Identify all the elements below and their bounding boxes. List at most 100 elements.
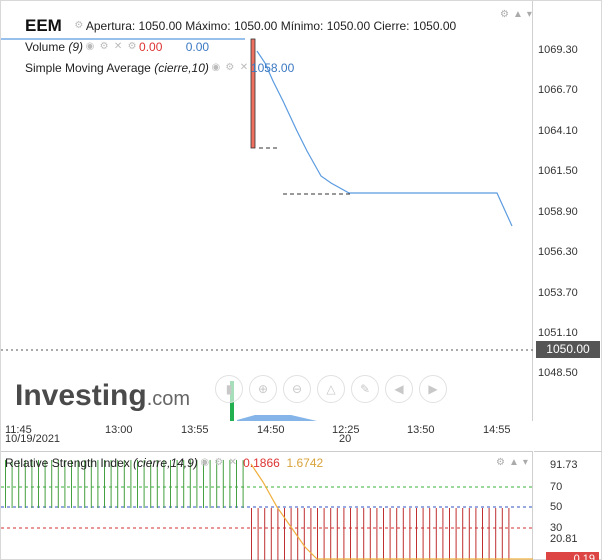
rsi-bar-red xyxy=(376,508,378,560)
volume-param: (9) xyxy=(68,39,84,54)
rsi-bar-green xyxy=(170,460,171,508)
price-tick: 1069.30 xyxy=(538,44,578,56)
apertura-label: Apertura: xyxy=(85,18,136,33)
logo-brand: Investing xyxy=(15,379,147,412)
rsi-bar-green xyxy=(84,460,86,508)
rsi-bar-green xyxy=(64,460,66,508)
chevron-down-icon[interactable]: ▾ xyxy=(526,9,536,20)
rsi-bar-red xyxy=(323,508,325,560)
rsi-tick: 30 xyxy=(550,522,563,534)
rsi-bar-green xyxy=(51,460,53,508)
price-tick: 1048.50 xyxy=(538,367,578,379)
close-icon[interactable]: ✕ xyxy=(228,457,237,468)
rsi-axis[interactable]: 91.73 70 50 30 20.81 xyxy=(534,451,602,560)
maximo-label: Máximo: xyxy=(185,18,231,33)
rsi-value-red: 0.1866 xyxy=(243,456,280,470)
rsi-bar-green xyxy=(97,460,99,508)
rsi-bar-green xyxy=(38,460,39,508)
rsi-tick: 70 xyxy=(550,481,563,493)
price-tick: 1061.50 xyxy=(538,165,578,177)
gear-icon[interactable]: ⚙ xyxy=(127,40,137,52)
rsi-bar-green xyxy=(236,460,237,508)
close-icon[interactable]: ✕ xyxy=(239,61,249,73)
rsi-bar-red xyxy=(429,508,431,560)
rsi-bar-green xyxy=(57,460,59,508)
time-tick: 12:25 xyxy=(332,424,360,436)
main-plot-area[interactable]: EEM ⚙ Apertura: 1050.00 Máximo: 1050.00 … xyxy=(1,1,533,421)
rsi-bar-green xyxy=(90,460,92,508)
rsi-bar-red xyxy=(462,508,464,560)
close-icon[interactable]: ✕ xyxy=(113,40,123,52)
price-tick: 1053.70 xyxy=(538,287,578,299)
rsi-bar-red xyxy=(297,508,299,560)
rsi-bar-red xyxy=(310,508,312,560)
rsi-bar-green xyxy=(5,460,6,508)
time-tick: 13:55 xyxy=(181,424,209,436)
rsi-bar-green xyxy=(123,460,125,508)
zoom-in-icon[interactable]: ⊕ xyxy=(249,375,277,403)
rsi-bar-red xyxy=(442,508,444,560)
rsi-bar-green xyxy=(229,460,231,508)
rsi-bar-red xyxy=(508,508,510,560)
gear-icon[interactable]: ⚙ xyxy=(225,61,235,73)
rsi-tick: 20.81 xyxy=(550,533,578,545)
eye-icon[interactable]: ◉ xyxy=(85,40,95,52)
eye-icon[interactable]: ◉ xyxy=(200,457,210,468)
rsi-bar-red xyxy=(383,508,384,560)
rsi-bar-red xyxy=(336,508,338,560)
ohlc-legend-row: EEM ⚙ Apertura: 1050.00 Máximo: 1050.00 … xyxy=(25,15,456,36)
rsi-bar-red xyxy=(435,508,437,560)
rsi-bar-green xyxy=(110,460,112,508)
minimo-label: Mínimo: xyxy=(280,18,324,33)
gear-icon[interactable]: ⚙ xyxy=(214,457,224,468)
rsi-bar-red xyxy=(343,508,345,560)
rsi-bar-green xyxy=(77,460,79,508)
warning-icon[interactable]: ▲ xyxy=(512,9,527,20)
warning-icon[interactable]: ▲ xyxy=(508,457,523,468)
rsi-bar-red xyxy=(270,508,272,560)
settings-gear-icon[interactable]: ⚙ xyxy=(74,19,84,31)
add-indicator-icon[interactable]: △ xyxy=(317,375,345,403)
price-axis[interactable]: 1069.30 1066.70 1064.10 1061.50 1058.90 … xyxy=(534,1,602,421)
rsi-pane[interactable] xyxy=(1,451,533,560)
time-tick: 14:55 xyxy=(483,424,511,436)
candle-icon[interactable]: ▮ xyxy=(215,375,243,403)
sma-label: Simple Moving Average xyxy=(25,60,151,75)
rsi-bar-red xyxy=(277,508,279,560)
gear-icon[interactable]: ⚙ xyxy=(500,9,513,20)
investing-logo: Investing.com xyxy=(15,379,190,413)
time-axis[interactable]: 11:45 10/19/2021 13:00 13:55 14:50 12:25… xyxy=(1,421,533,451)
back-icon[interactable]: ◀ xyxy=(385,375,413,403)
forward-icon[interactable]: ▶ xyxy=(419,375,447,403)
rsi-bar-red xyxy=(501,508,503,560)
rsi-bar-green xyxy=(209,460,211,508)
maximo-value: 1050.00 xyxy=(233,18,278,33)
gear-icon[interactable]: ⚙ xyxy=(99,40,109,52)
rsi-bar-red xyxy=(330,508,332,560)
rsi-bar-red xyxy=(257,508,259,560)
rsi-bar-green xyxy=(104,460,105,508)
rsi-bar-green xyxy=(176,460,178,508)
apertura-value: 1050.00 xyxy=(138,18,182,33)
rsi-bar-green xyxy=(44,460,46,508)
time-tick: 13:50 xyxy=(407,424,435,436)
volume-value-blue: 0.00 xyxy=(185,39,210,54)
price-tick: 1066.70 xyxy=(538,84,578,96)
draw-icon[interactable]: ✎ xyxy=(351,375,379,403)
rsi-bar-green xyxy=(222,460,224,508)
rsi-bar-red xyxy=(317,508,318,560)
sma-param: (cierre,10) xyxy=(154,60,209,75)
candle-bar[interactable] xyxy=(250,38,256,149)
gear-icon[interactable]: ⚙ xyxy=(496,457,509,468)
volume-legend-row: Volume (9) ◉ ⚙ ✕ ⚙ 0.00 0.00 xyxy=(25,36,456,57)
rsi-legend: Relative Strength Index (cierre,14,9) ◉ … xyxy=(5,456,323,470)
rsi-bar-green xyxy=(156,460,158,508)
time-tick: 13:00 xyxy=(105,424,133,436)
eye-icon[interactable]: ◉ xyxy=(211,61,221,73)
price-tick: 1064.10 xyxy=(538,125,578,137)
chevron-down-icon[interactable]: ▾ xyxy=(522,457,532,468)
rsi-bar-red xyxy=(303,508,305,560)
rsi-bar-green xyxy=(183,460,185,508)
zoom-out-icon[interactable]: ⊖ xyxy=(283,375,311,403)
cierre-value: 1050.00 xyxy=(412,18,457,33)
